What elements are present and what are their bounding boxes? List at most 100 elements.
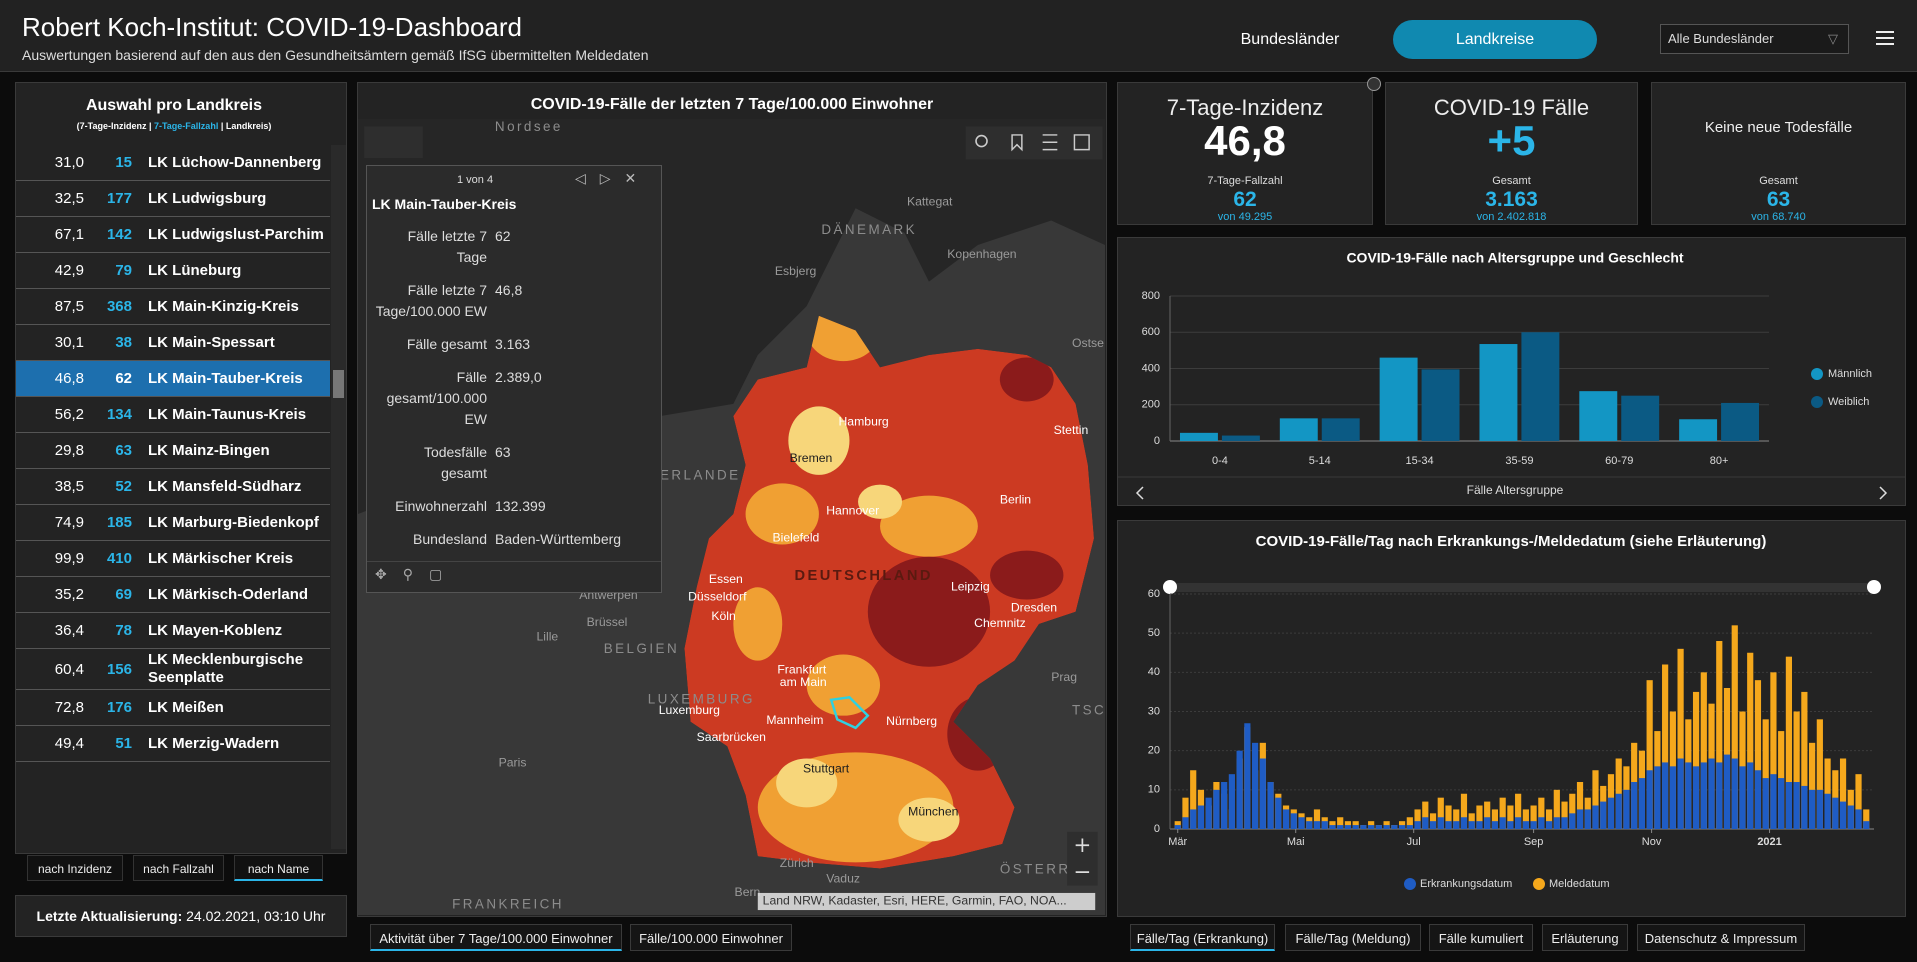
- list-row[interactable]: 72,8 176 LK Meißen: [16, 690, 330, 726]
- list-row[interactable]: 49,4 51 LK Merzig-Wadern: [16, 726, 330, 762]
- list-row[interactable]: 46,8 62 LK Main-Tauber-Kreis: [16, 361, 330, 397]
- map-toolbar[interactable]: [965, 126, 1103, 160]
- bar: [1368, 821, 1375, 829]
- bar: [1499, 797, 1506, 829]
- bar: [1692, 691, 1700, 829]
- list-row[interactable]: 29,8 63 LK Mainz-Bingen: [16, 433, 330, 469]
- x-tick-label: Nov: [1642, 836, 1662, 848]
- bar: [1507, 805, 1514, 829]
- bar: [1708, 758, 1715, 829]
- map-label: Zürich: [780, 856, 814, 870]
- bar: [1414, 809, 1421, 829]
- bar: [1553, 789, 1560, 829]
- map-tab[interactable]: Aktivität über 7 Tage/100.000 Einwohner: [370, 924, 622, 951]
- popup-controls[interactable]: ◁▷✕: [575, 170, 651, 186]
- list-row[interactable]: 60,4 156 LK Mecklenburgische Seenplatte: [16, 649, 330, 690]
- popup-fields: Fälle letzte 7 Tage 62 Fälle letzte 7 Tage…: [371, 222, 625, 558]
- map-tab[interactable]: Fälle/100.000 Einwohner: [630, 924, 792, 951]
- kpi-of: von 2.402.818: [1476, 211, 1547, 223]
- field-row: Todesfälle gesamt 63: [371, 438, 625, 492]
- case-count: 38: [115, 334, 132, 351]
- case-count: 62: [115, 370, 132, 387]
- slider-handle[interactable]: [1163, 580, 1177, 594]
- incidence: 29,8: [54, 442, 84, 459]
- list-row[interactable]: 87,5 368 LK Main-Kinzig-Kreis: [16, 289, 330, 325]
- chart-tab[interactable]: Datenschutz & Impressum: [1637, 924, 1805, 951]
- popup-title: LK Main-Tauber-Kreis: [372, 196, 517, 212]
- map-tool[interactable]: [364, 126, 423, 159]
- incidence: 87,5: [54, 298, 84, 315]
- bar: [1236, 750, 1243, 829]
- landkreis-list: 31,0 15 LK Lüchow-Dannenberg 32,5 177 LK Ludw…: [16, 145, 330, 849]
- x-tick-label: Mai: [1287, 836, 1305, 848]
- list-row[interactable]: 42,9 79 LK Lüneburg: [16, 253, 330, 289]
- list-row[interactable]: 30,1 38 LK Main-Spessart: [16, 325, 330, 361]
- chart-tab[interactable]: Erläuterung: [1542, 924, 1628, 951]
- selected-district[interactable]: [829, 696, 870, 730]
- popup-actions[interactable]: ✥⚲▢: [375, 566, 459, 582]
- list-row[interactable]: 38,5 52 LK Mansfeld-Südharz: [16, 469, 330, 505]
- list-row[interactable]: 56,2 134 LK Main-Taunus-Kreis: [16, 397, 330, 433]
- case-count: 51: [115, 735, 132, 752]
- tool-icons[interactable]: [1011, 134, 1090, 152]
- legend-label: Weiblich: [1828, 396, 1869, 408]
- map-label: Kopenhagen: [947, 247, 1016, 261]
- map-label: FRANKREICH: [452, 897, 564, 912]
- menu-icon[interactable]: [1875, 28, 1895, 48]
- nav-button[interactable]: Landkreise: [1393, 20, 1597, 59]
- bar: [1716, 641, 1723, 829]
- incidence: 67,1: [54, 226, 84, 243]
- panel-subtitle: (7-Tage-Inzidenz | 7-Tage-Fallzahl | Lan…: [16, 121, 332, 131]
- update-value: 24.02.2021, 03:10 Uhr: [186, 908, 326, 924]
- bar: [1538, 797, 1545, 829]
- pager-arrows[interactable]: [1135, 486, 1888, 500]
- bar: [1252, 742, 1259, 829]
- zoom-icons[interactable]: [1075, 838, 1090, 874]
- list-row[interactable]: 31,0 15 LK Lüchow-Dannenberg: [16, 145, 330, 181]
- list-row[interactable]: 99,9 410 LK Märkischer Kreis: [16, 541, 330, 577]
- district-name: LK Main-Kinzig-Kreis: [148, 297, 299, 315]
- chart-tab[interactable]: Fälle/Tag (Meldung): [1285, 924, 1421, 951]
- bar: [1398, 821, 1406, 829]
- chart-tab[interactable]: Fälle/Tag (Erkrankung): [1130, 924, 1275, 951]
- chart-tab[interactable]: Fälle kumuliert: [1429, 924, 1533, 951]
- dropdown[interactable]: Alle Bundesländer ▽: [1660, 24, 1849, 54]
- bar: [1352, 825, 1359, 829]
- bar: [1190, 809, 1197, 829]
- bar: [1553, 817, 1560, 829]
- bar: [1700, 762, 1707, 829]
- sort-button[interactable]: nach Inzidenz: [27, 855, 123, 881]
- list-row[interactable]: 74,9 185 LK Marburg-Biedenkopf: [16, 505, 330, 541]
- kpi-of: von 68.740: [1751, 211, 1806, 223]
- popup: 1 von 4 ◁▷✕ LK Main-Tauber-Kreis Fälle l…: [366, 165, 662, 593]
- case-count: 69: [115, 586, 132, 603]
- case-count: 410: [106, 550, 132, 567]
- map-label: Nürnberg: [886, 714, 937, 728]
- kpi-label: 7-Tage-Fallzahl: [1207, 175, 1283, 187]
- range-slider[interactable]: [1170, 583, 1874, 592]
- bar: [1437, 797, 1444, 829]
- nav-button[interactable]: Bundesländer: [1240, 31, 1340, 48]
- sort-button[interactable]: nach Name: [234, 855, 323, 881]
- list-row[interactable]: 36,4 78 LK Mayen-Koblenz: [16, 613, 330, 649]
- bar: [1313, 821, 1321, 829]
- map-label: Kattegat: [907, 194, 953, 208]
- sort-button[interactable]: nach Fallzahl: [133, 855, 224, 881]
- district-name: LK Märkischer Kreis: [148, 549, 294, 567]
- bar: [1662, 762, 1669, 829]
- list-row[interactable]: 32,5 177 LK Ludwigsburg: [16, 181, 330, 217]
- kpi-deaths: Keine neue Todesfälle Gesamt 63 von 68.7…: [1651, 82, 1906, 225]
- search-icon[interactable]: [975, 134, 988, 148]
- list-row[interactable]: 35,2 69 LK Märkisch-Oderland: [16, 577, 330, 613]
- y-tick-label: 60: [1148, 588, 1160, 600]
- bar: [1855, 774, 1862, 829]
- scroll-thumb[interactable]: [333, 370, 344, 398]
- slider-handle[interactable]: [1867, 580, 1881, 594]
- bar: [1476, 821, 1483, 829]
- fullscreen-icon[interactable]: [1366, 76, 1382, 92]
- bar: [1832, 797, 1839, 829]
- map-label: Düsseldorf: [688, 589, 747, 603]
- list-row[interactable]: 67,1 142 LK Ludwigslust-Parchim: [16, 217, 330, 253]
- bar: [1267, 782, 1274, 829]
- incidence: 31,0: [54, 154, 84, 171]
